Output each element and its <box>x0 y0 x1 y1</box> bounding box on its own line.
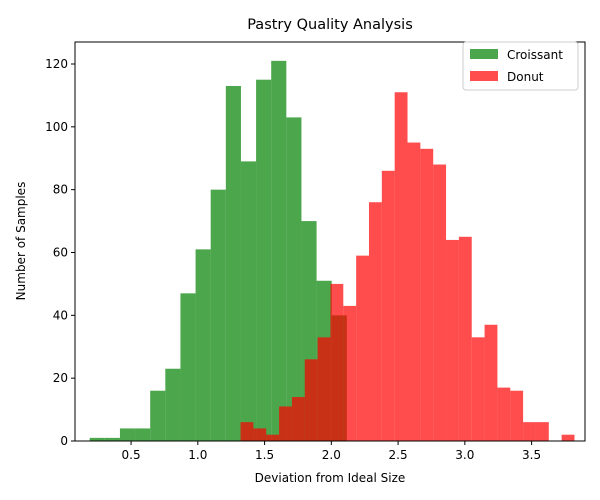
donut-bar <box>356 255 369 441</box>
legend-label-croissant: Croissant <box>507 48 563 62</box>
donut-bar <box>240 422 254 441</box>
legend: Croissant Donut <box>462 41 579 91</box>
donut-bar <box>381 170 395 441</box>
donut-bar <box>484 324 498 441</box>
croissant-bar <box>104 437 120 441</box>
donut-bar <box>279 406 292 441</box>
donut-bar <box>458 236 472 441</box>
donut-bar <box>330 283 344 441</box>
y-tick-label: 60 <box>53 245 68 259</box>
donut-bar <box>253 428 267 441</box>
x-tick-label: 3.5 <box>522 448 541 462</box>
y-tick-label: 100 <box>45 120 68 134</box>
legend-swatch-donut <box>470 71 498 81</box>
donut-bar <box>407 142 421 441</box>
donut-bar <box>317 337 331 441</box>
croissant-bar <box>150 390 166 441</box>
x-tick-label: 1.5 <box>255 448 274 462</box>
donut-bar <box>446 239 459 441</box>
y-axis-label: Number of Samples <box>14 182 28 301</box>
legend-label-donut: Donut <box>507 70 544 84</box>
y-tick-label: 20 <box>53 371 68 385</box>
chart-title: Pastry Quality Analysis <box>247 17 413 33</box>
croissant-bar <box>256 79 272 441</box>
donut-bar <box>433 164 447 441</box>
donut-bar <box>497 387 511 441</box>
croissant-bar <box>240 161 257 441</box>
croissant-bar <box>195 249 211 441</box>
donut-bar <box>266 434 280 441</box>
croissant-bar <box>180 293 196 441</box>
x-tick-label: 2.5 <box>389 448 408 462</box>
croissant-bar <box>119 428 136 441</box>
plot-frame <box>74 41 586 442</box>
donut-bar <box>523 422 536 441</box>
donut-bar <box>420 148 434 441</box>
y-tick-label: 40 <box>53 308 68 322</box>
y-tick-label: 120 <box>45 57 68 71</box>
y-tick-label: 80 <box>53 183 68 197</box>
croissant-bar <box>286 117 302 441</box>
croissant-bar <box>89 437 105 441</box>
x-axis-ticks: 0.5 1.0 1.5 2.0 2.5 3.0 3.5 <box>122 441 541 462</box>
donut-bar <box>394 92 408 442</box>
croissant-bar <box>225 85 241 441</box>
y-tick-label: 0 <box>60 434 68 448</box>
x-tick-label: 1.0 <box>188 448 207 462</box>
donut-bar <box>535 422 549 441</box>
donut-bar <box>368 202 382 441</box>
donut-bar <box>471 337 485 441</box>
legend-swatch-croissant <box>470 49 498 59</box>
y-axis-ticks: 0 20 40 60 80 100 120 <box>45 57 75 448</box>
donut-bar <box>304 359 318 441</box>
x-tick-label: 3.0 <box>455 448 474 462</box>
croissant-bar <box>210 189 226 441</box>
bars-group <box>89 60 575 442</box>
croissant-bar <box>271 60 287 441</box>
x-tick-label: 0.5 <box>122 448 141 462</box>
donut-bar <box>343 305 357 441</box>
x-axis-label: Deviation from Ideal Size <box>255 471 406 485</box>
croissant-bar <box>165 368 181 441</box>
donut-bar <box>291 397 305 441</box>
croissant-bar <box>135 428 151 441</box>
donut-bar <box>561 434 575 441</box>
donut-bar <box>510 390 524 441</box>
x-tick-label: 2.0 <box>322 448 341 462</box>
